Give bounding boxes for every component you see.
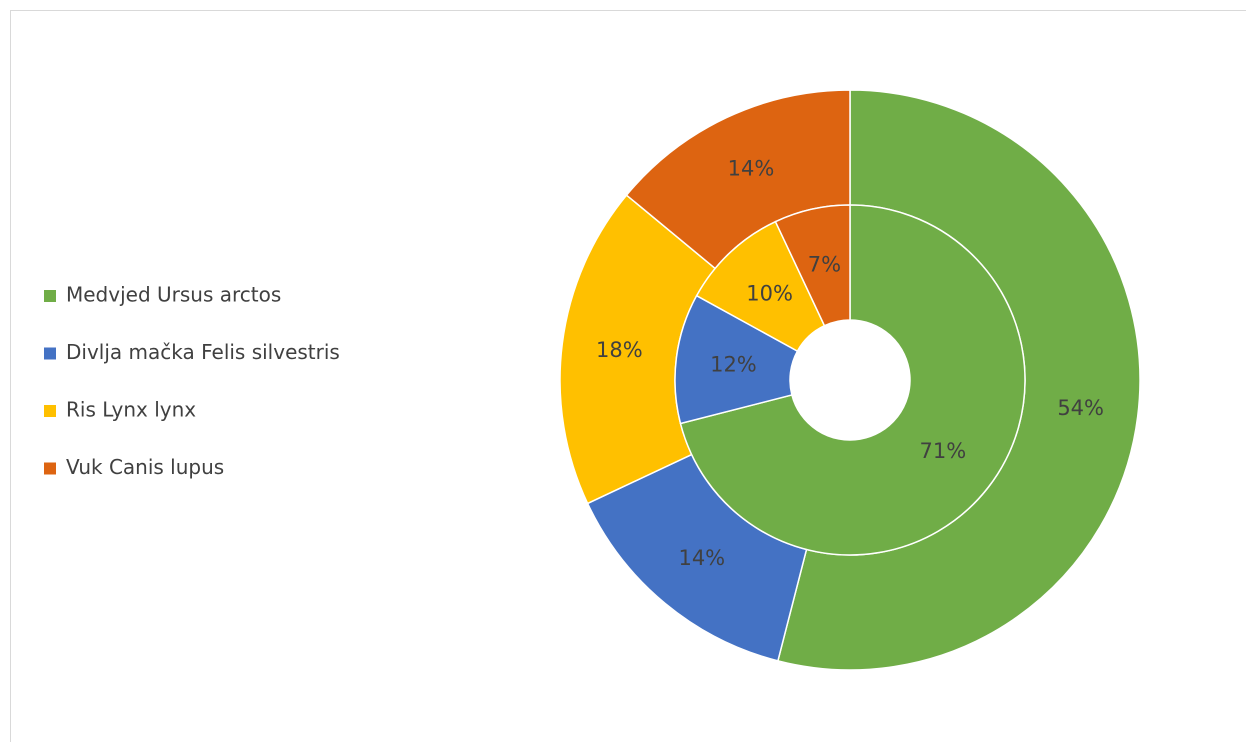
legend-label: Medvjed Ursus arctos <box>66 283 281 307</box>
data-label: 54% <box>1057 396 1104 420</box>
legend-label: Ris Lynx lynx <box>66 398 196 422</box>
legend-swatch <box>44 347 56 360</box>
legend-swatch <box>44 462 56 475</box>
data-label: 10% <box>746 281 793 305</box>
legend-label: Divlja mačka Felis silvestris <box>66 340 340 364</box>
data-label: 18% <box>596 338 643 362</box>
legend-swatch <box>44 290 56 302</box>
doughnut-segment <box>679 204 1026 556</box>
data-label: 14% <box>678 546 725 570</box>
data-label: 7% <box>808 252 841 276</box>
data-label: 14% <box>728 157 775 181</box>
legend-swatch <box>44 405 56 417</box>
data-label: 12% <box>710 352 757 376</box>
data-label: 71% <box>919 439 966 463</box>
legend-label: Vuk Canis lupus <box>66 455 224 479</box>
doughnut-segment <box>774 204 851 327</box>
